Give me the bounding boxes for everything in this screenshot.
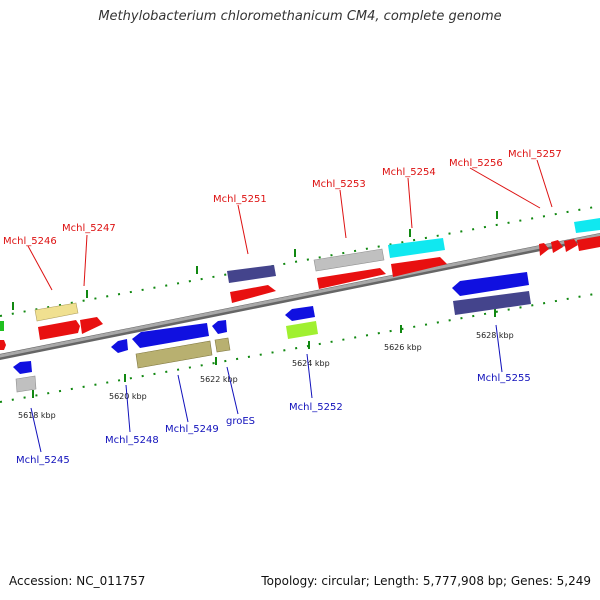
label-mchl-5246[interactable]: Mchl_5246 bbox=[3, 236, 57, 247]
gene-mchl-5252[interactable] bbox=[286, 321, 318, 339]
upper-label-connectors bbox=[27, 159, 553, 291]
label-mchl-5252[interactable]: Mchl_5252 bbox=[289, 402, 343, 413]
label-mchl-5247[interactable]: Mchl_5247 bbox=[62, 223, 116, 234]
gene-mchl-5257-a[interactable] bbox=[564, 239, 578, 252]
genome-backbone bbox=[0, 232, 600, 361]
tick-label-5622: 5622 kbp bbox=[200, 375, 238, 384]
lower-label-connectors bbox=[30, 324, 503, 453]
lower-genes bbox=[13, 272, 531, 393]
gene-mchl-5248[interactable] bbox=[111, 339, 128, 353]
gene-mchl-5249-arrow[interactable] bbox=[132, 323, 209, 348]
gene-mchl-5253-block[interactable] bbox=[313, 248, 385, 272]
tick-label-5626: 5626 kbp bbox=[384, 343, 422, 352]
gene-mchl-5246[interactable] bbox=[38, 320, 80, 340]
gene-mchl-5245-block[interactable] bbox=[15, 375, 37, 393]
gene-mchl-5257-block[interactable] bbox=[574, 218, 600, 233]
gene-red-left[interactable] bbox=[0, 340, 6, 350]
gene-mchl-5257[interactable] bbox=[577, 236, 600, 251]
gene-mchl-5254-block[interactable] bbox=[388, 238, 445, 258]
gene-mchl-5246-block[interactable] bbox=[34, 302, 79, 322]
genome-summary-text: Topology: circular; Length: 5,777,908 bp… bbox=[261, 574, 591, 588]
upper-genes bbox=[0, 218, 600, 350]
accession-text: Accession: NC_011757 bbox=[9, 574, 146, 588]
gene-mchl-5245-arrow[interactable] bbox=[13, 361, 32, 374]
lower-major-ticks bbox=[32, 309, 496, 398]
map-title: Methylobacterium chloromethanicum CM4, c… bbox=[98, 9, 502, 24]
label-mchl-5256[interactable]: Mchl_5256 bbox=[449, 158, 503, 169]
label-groes[interactable]: groES bbox=[226, 416, 255, 427]
gene-mchl-5249[interactable] bbox=[135, 340, 213, 369]
gene-groes[interactable] bbox=[214, 337, 231, 353]
tick-label-5620: 5620 kbp bbox=[109, 392, 147, 401]
label-mchl-5251[interactable]: Mchl_5251 bbox=[213, 194, 267, 205]
label-mchl-5254[interactable]: Mchl_5254 bbox=[382, 167, 436, 178]
gene-mchl-5254[interactable] bbox=[391, 257, 447, 277]
gene-mchl-5247[interactable] bbox=[80, 317, 103, 334]
label-mchl-5255[interactable]: Mchl_5255 bbox=[477, 373, 531, 384]
gene-green-left[interactable] bbox=[0, 321, 4, 331]
gene-mchl-5255[interactable] bbox=[453, 291, 531, 315]
gene-groel-arrow[interactable] bbox=[212, 320, 227, 334]
tick-label-5628: 5628 kbp bbox=[476, 331, 514, 340]
gene-mchl-5256-a[interactable] bbox=[539, 243, 549, 256]
upper-major-ticks bbox=[12, 211, 498, 310]
gene-mchl-5253[interactable] bbox=[317, 268, 386, 289]
label-mchl-5245[interactable]: Mchl_5245 bbox=[16, 455, 70, 466]
tick-label-5624: 5624 kbp bbox=[292, 359, 330, 368]
gene-mchl-5251-block[interactable] bbox=[227, 265, 276, 283]
label-mchl-5257[interactable]: Mchl_5257 bbox=[508, 149, 562, 160]
label-mchl-5253[interactable]: Mchl_5253 bbox=[312, 179, 366, 190]
gene-mchl-5255-arrow[interactable] bbox=[452, 272, 529, 296]
gene-mchl-5251[interactable] bbox=[230, 285, 276, 303]
tick-label-5618: 5618 kbp bbox=[18, 411, 56, 420]
gene-mchl-5252-arrow[interactable] bbox=[285, 306, 315, 321]
gene-mchl-5256-b[interactable] bbox=[551, 240, 563, 253]
label-mchl-5248[interactable]: Mchl_5248 bbox=[105, 435, 159, 446]
label-mchl-5249[interactable]: Mchl_5249 bbox=[165, 424, 219, 435]
